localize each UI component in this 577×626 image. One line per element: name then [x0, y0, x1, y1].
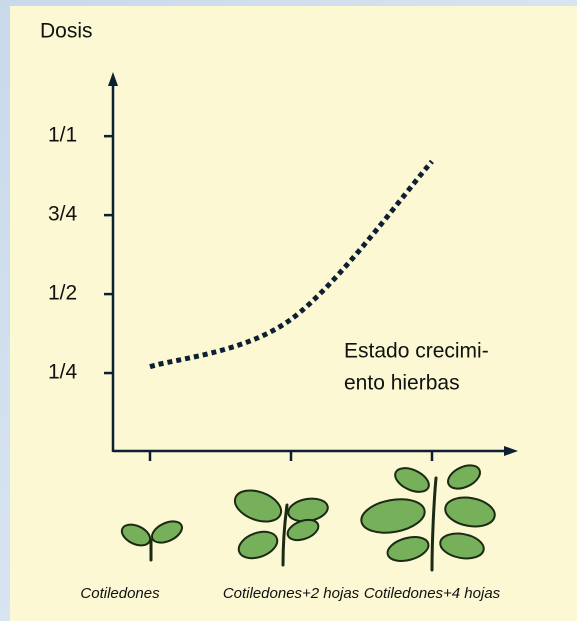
x-arrow: [504, 446, 518, 456]
leaf: [233, 489, 283, 523]
annotation: Estado crecimi-: [344, 340, 489, 363]
y-tick-label: 3/4: [48, 203, 78, 226]
plant-large: [360, 464, 496, 572]
leaf: [439, 532, 485, 560]
y-arrow: [108, 72, 118, 86]
y-axis-label: Dosis: [40, 20, 93, 43]
leaf: [360, 498, 426, 534]
dose-curve: [149, 159, 434, 370]
leaf: [447, 464, 481, 490]
leaf: [286, 518, 320, 542]
x-tick-label: Cotiledones+4 hojas: [364, 585, 501, 602]
axes: [108, 72, 518, 456]
annotation: ento hierbas: [344, 372, 460, 395]
plant-small: [120, 520, 183, 562]
leaf: [151, 520, 183, 544]
y-tick-label: 1/1: [48, 124, 77, 147]
leaf: [237, 530, 279, 560]
x-tick-label: Cotiledones+2 hojas: [223, 585, 360, 602]
stem: [281, 503, 289, 567]
leaf: [120, 523, 152, 547]
stem: [430, 476, 438, 572]
leaf: [386, 536, 430, 562]
y-tick-label: 1/2: [48, 282, 77, 305]
plant-medium: [233, 489, 329, 567]
y-tick-label: 1/4: [48, 361, 78, 384]
leaf: [394, 467, 430, 493]
x-tick-label: Cotiledones: [80, 585, 160, 602]
leaf: [444, 496, 496, 528]
